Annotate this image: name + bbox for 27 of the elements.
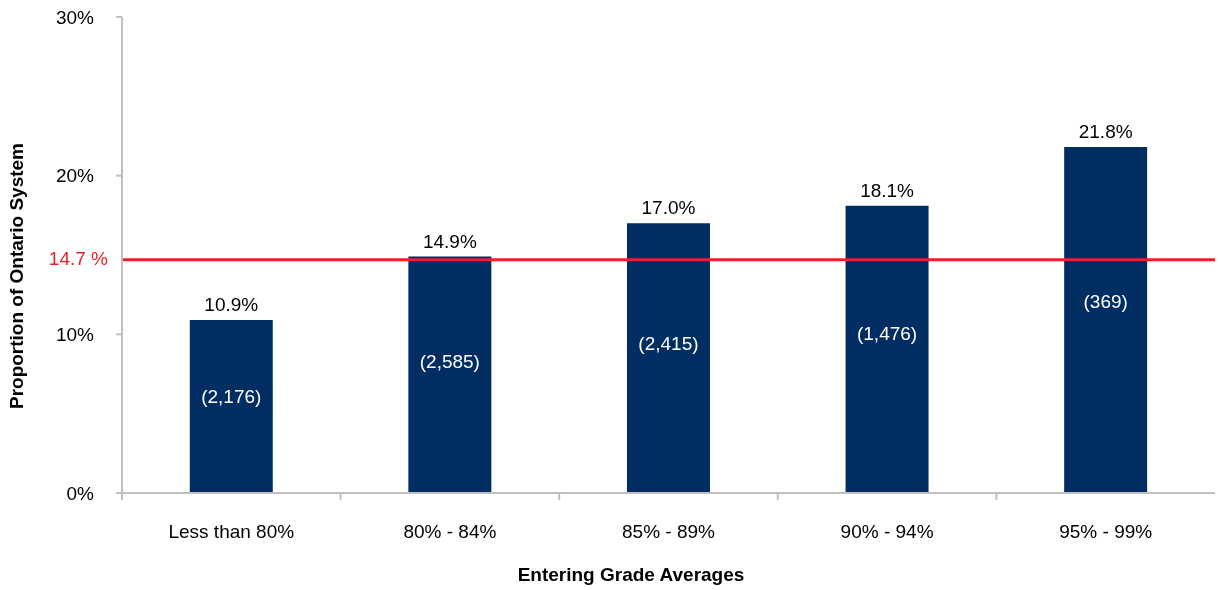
bar [1064,147,1148,493]
ref-line-label: 14.7 % [48,247,109,269]
bar [408,256,492,493]
data-label: 17.0% [641,197,696,219]
x-tick-label: Less than 80% [168,521,295,543]
data-label: 21.8% [1078,121,1133,143]
y-axis-title: Proportion of Ontario System [6,142,28,410]
y-tick-label: 30% [55,6,95,28]
x-axis-title: Entering Grade Averages [517,564,745,586]
annotation: (369) [1083,290,1128,312]
annotation: (1,476) [856,323,918,345]
annotation: (2,176) [201,385,262,407]
data-label: 18.1% [860,179,915,201]
x-tick-label: 90% - 94% [840,521,934,543]
data-label: 10.9% [204,294,259,316]
y-tick-label: 20% [55,165,95,187]
bar [845,205,929,493]
x-tick-label: 95% - 99% [1059,521,1153,543]
y-tick-label: 0% [66,482,95,504]
annotation: (2,585) [419,350,480,372]
y-tick-label: 10% [55,324,95,346]
data-label: 14.9% [422,230,477,252]
bar [189,320,273,493]
x-tick-label: 80% - 84% [403,521,497,543]
x-tick-label: 85% - 89% [622,521,716,543]
bar [626,223,710,493]
annotation: (2,415) [638,332,699,354]
